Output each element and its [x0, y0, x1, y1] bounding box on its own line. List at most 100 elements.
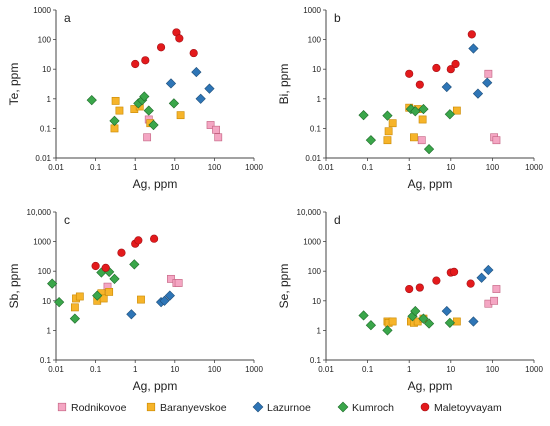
- data-point: [441, 305, 452, 317]
- legend-item: Maletoyvayam: [420, 402, 502, 414]
- data-point: [165, 78, 177, 89]
- data-point: [99, 294, 108, 303]
- data-point: [468, 43, 479, 54]
- y-axis-label: Sb, ppm: [7, 264, 21, 309]
- legend-label: Rodnikovoe: [71, 402, 127, 414]
- data-point: [164, 290, 175, 301]
- data-point: [444, 109, 455, 120]
- y-tick-label: 10,000: [27, 208, 52, 217]
- data-point: [143, 105, 154, 116]
- y-tick-label: 1000: [303, 238, 321, 247]
- legend-label: Maletoyvayam: [434, 402, 502, 414]
- panel-label: b: [334, 11, 341, 25]
- y-tick-label: 1: [317, 326, 322, 335]
- chart-panels: 0.01 0.1 1 10 100 1000 0.01 0.1 1 10 100 1000 Ag, pp…: [7, 6, 543, 393]
- data-point: [441, 81, 452, 93]
- y-axis-label: Te, ppm: [7, 63, 21, 106]
- data-point: [129, 259, 140, 270]
- x-tick-label: 1: [407, 163, 412, 172]
- data-point: [189, 49, 198, 58]
- data-point: [451, 59, 460, 69]
- data-point: [423, 143, 435, 155]
- data-point: [206, 121, 215, 129]
- y-tick-label: 0.01: [35, 154, 51, 163]
- data-point: [466, 279, 475, 288]
- data-point: [105, 287, 114, 296]
- data-point: [452, 106, 461, 115]
- data-point: [484, 69, 493, 78]
- x-tick-label: 0.01: [318, 163, 334, 172]
- data-point: [383, 136, 392, 145]
- data-point: [159, 295, 170, 306]
- data-point: [156, 43, 166, 52]
- x-tick-label: 0.1: [90, 365, 102, 374]
- data-point: [109, 273, 120, 284]
- y-tick-label: 100: [308, 36, 322, 45]
- data-point: [382, 325, 393, 336]
- legend-item: Baranyevskoe: [146, 402, 227, 414]
- panel-a: 0.01 0.1 1 10 100 1000 0.01 0.1 1 10 100 1000 Ag, pp…: [7, 6, 263, 191]
- data-point: [143, 133, 152, 142]
- data-point: [476, 272, 487, 283]
- legend: Rodnikovoe Baranyevskoe Lazurnoe Kumroch Mal…: [57, 401, 502, 414]
- x-axis-label: Ag, ppm: [133, 177, 178, 191]
- data-point: [482, 77, 493, 88]
- data-point: [191, 66, 202, 78]
- data-point: [410, 106, 421, 117]
- x-tick-label: 0.1: [362, 365, 374, 374]
- data-point: [137, 295, 145, 304]
- data-point: [418, 313, 429, 324]
- legend-marker: [420, 402, 430, 412]
- data-point: [70, 303, 79, 312]
- data-point: [175, 34, 184, 43]
- data-point: [358, 310, 369, 321]
- legend-marker: [57, 402, 67, 412]
- y-axis-label: Se, ppm: [277, 264, 291, 309]
- data-point: [492, 285, 501, 293]
- y-tick-label: 1: [47, 95, 52, 104]
- data-point: [139, 91, 150, 102]
- legend-marker: [146, 402, 156, 412]
- data-point: [388, 317, 397, 326]
- data-point: [168, 98, 180, 109]
- data-point: [382, 110, 393, 121]
- data-point: [126, 309, 137, 320]
- data-point: [212, 125, 220, 134]
- x-axis-label: Ag, ppm: [408, 379, 453, 393]
- data-point: [490, 296, 499, 305]
- y-tick-label: 10: [312, 65, 321, 74]
- x-axis-label: Ag, ppm: [133, 379, 178, 393]
- x-tick-label: 1000: [525, 365, 543, 374]
- data-point: [410, 133, 418, 142]
- x-tick-label: 1: [407, 365, 412, 374]
- x-tick-label: 10: [170, 163, 179, 172]
- data-point: [134, 236, 143, 245]
- data-point: [167, 274, 175, 283]
- data-point: [405, 69, 414, 78]
- data-point: [468, 316, 479, 327]
- panel-b: 0.01 0.1 1 10 100 1000 0.01 0.1 1 10 100 1000 Ag, pp…: [277, 6, 543, 191]
- x-tick-label: 0.01: [48, 365, 64, 374]
- panel-label: d: [334, 213, 341, 227]
- data-point: [69, 313, 80, 324]
- data-point: [115, 106, 124, 115]
- y-tick-label: 100: [38, 36, 52, 45]
- data-point: [472, 88, 484, 99]
- x-tick-label: 10: [446, 365, 455, 374]
- data-point: [75, 292, 84, 301]
- legend-label: Kumroch: [352, 402, 394, 414]
- panel-label: c: [64, 213, 70, 227]
- data-point: [365, 320, 376, 331]
- x-tick-label: 100: [486, 163, 500, 172]
- legend-label: Baranyevskoe: [160, 402, 227, 414]
- data-point: [417, 136, 426, 145]
- x-tick-label: 1000: [525, 163, 543, 172]
- y-tick-label: 1000: [303, 6, 321, 15]
- data-point: [214, 133, 223, 142]
- y-tick-label: 0.1: [310, 356, 322, 365]
- legend-item: Lazurnoe: [252, 401, 311, 414]
- data-point: [195, 93, 206, 104]
